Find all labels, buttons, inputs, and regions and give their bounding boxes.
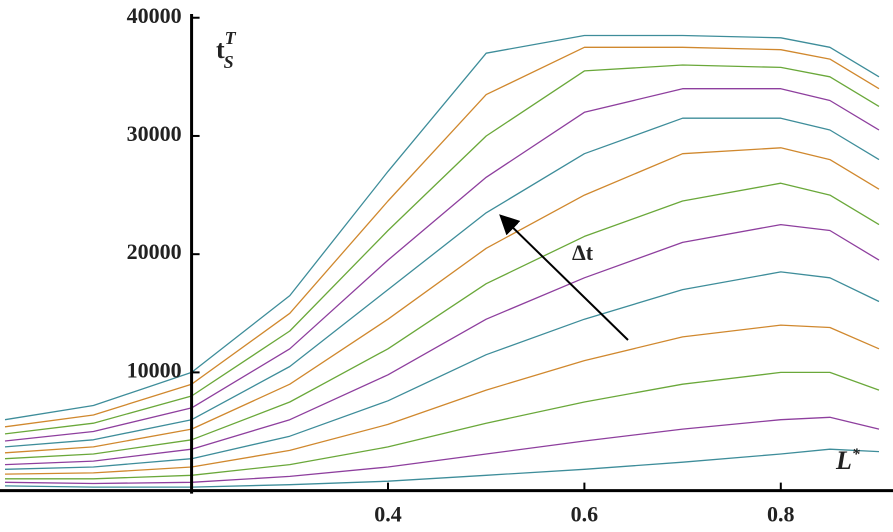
x-tick-label: 0.8 [767,502,795,527]
series-line [4,416,880,485]
annotation: Δt [572,240,594,265]
y-axis-label: tT S [216,28,237,72]
series-line [4,324,880,475]
x-label-main: L [835,446,852,475]
plot-area [4,34,880,488]
x-axis-label: L* [835,446,861,475]
x-label-sup: * [852,446,861,463]
series-line [4,88,880,442]
x-tick-label: 0.4 [374,502,402,527]
y-label-main: t [216,35,225,64]
series-line [4,147,880,454]
arrow [499,214,629,341]
series-line [4,271,880,470]
y-tick-label: 10000 [127,357,182,382]
y-tick-label: 30000 [127,121,182,146]
y-tick-label: 40000 [127,3,182,28]
series-line [4,34,880,421]
series-line [4,46,880,428]
y-label-sub: S [224,52,234,72]
series-line [4,182,880,460]
series-line [4,64,880,435]
y-tick-label: 20000 [127,239,182,264]
series-line [4,117,880,448]
y-label-sup: T [225,28,237,48]
x-tick-label: 0.6 [571,502,599,527]
series-line [5,371,880,480]
series-line [4,223,880,466]
series-line [4,448,880,488]
